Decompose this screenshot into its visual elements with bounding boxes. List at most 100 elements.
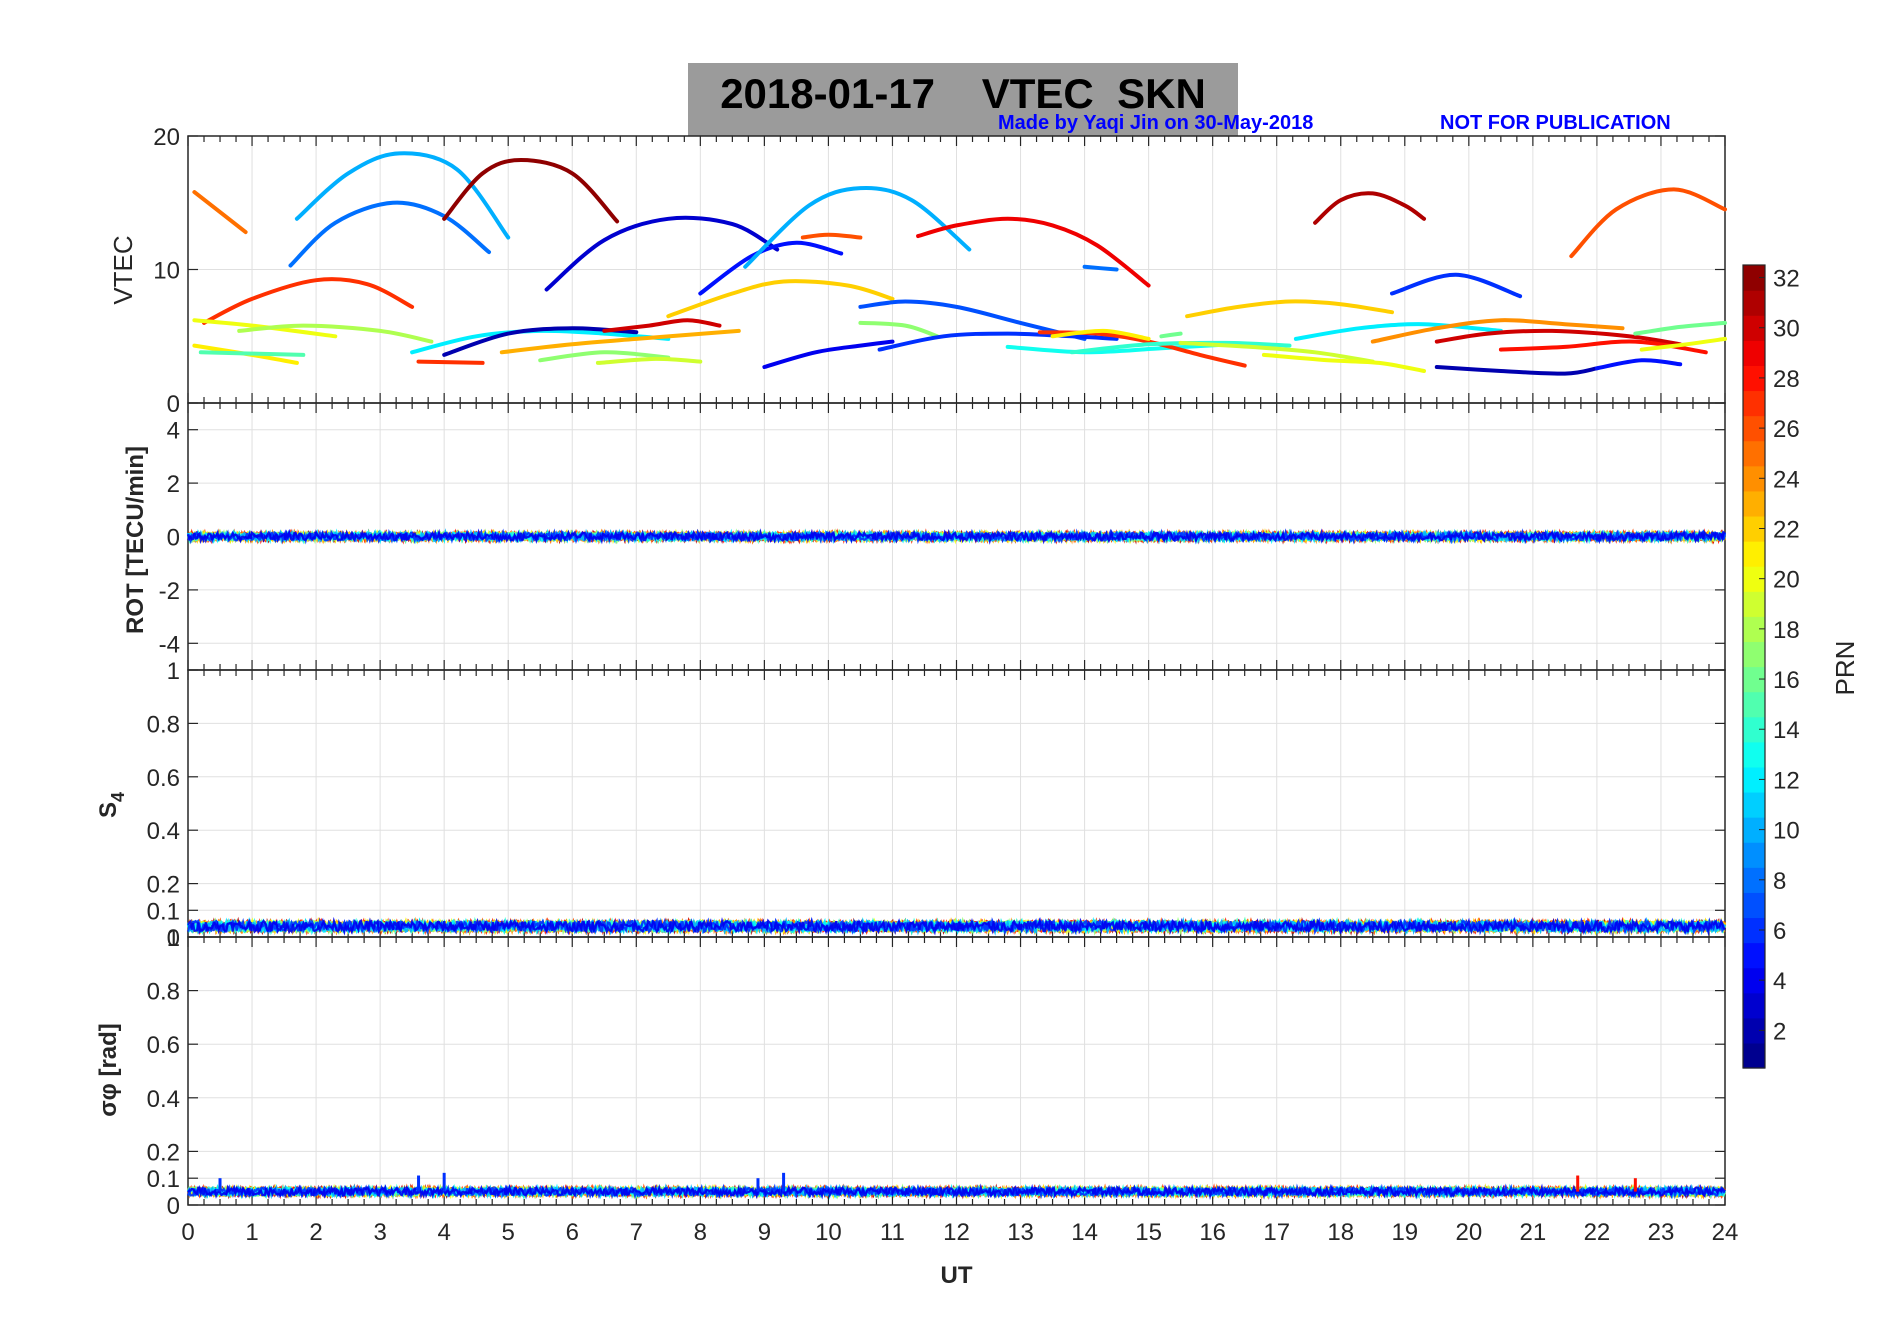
colorbar-swatch-prn-14 bbox=[1743, 716, 1765, 743]
notice-text: NOT FOR PUBLICATION bbox=[1440, 112, 1671, 134]
colorbar-swatch-prn-25 bbox=[1743, 440, 1765, 467]
colorbar-swatch-prn-6 bbox=[1743, 917, 1765, 944]
colorbar-tick-label: 18 bbox=[1773, 617, 1800, 644]
vtec-arc-prn-27 bbox=[202, 277, 415, 325]
s4-panel: 00.10.2 0.4 0.6 0.8 1 S4 bbox=[95, 658, 1727, 952]
s4-ytick-label: 0.8 bbox=[147, 711, 180, 738]
vtec-arc-prn-17 bbox=[538, 350, 671, 363]
vtec-arc-prn-6 bbox=[1390, 272, 1523, 299]
vtec-arc-prn-3 bbox=[544, 215, 780, 292]
colorbar-swatch-prn-17 bbox=[1743, 641, 1765, 668]
colorbar-swatch-prn-10 bbox=[1743, 817, 1765, 843]
vtec-arc-prn-16 bbox=[1159, 331, 1183, 339]
vtec-ytick-label: 10 bbox=[153, 258, 180, 285]
vtec-arc-prn-25 bbox=[192, 190, 248, 235]
vtec-arc-prn-10 bbox=[743, 185, 972, 269]
sigma_phi-ytick-label: 0.4 bbox=[147, 1086, 180, 1113]
vtec-arc-prn-22 bbox=[666, 279, 895, 319]
xtick-label: 2 bbox=[309, 1219, 322, 1246]
xtick-label: 15 bbox=[1135, 1219, 1162, 1246]
xtick-label: 14 bbox=[1071, 1219, 1098, 1246]
vtec-arc-prn-16 bbox=[1633, 320, 1727, 336]
vtec-arc-prn-23 bbox=[499, 328, 741, 355]
colorbar-swatch-prn-2 bbox=[1743, 1017, 1765, 1044]
colorbar-swatch-prn-18 bbox=[1743, 616, 1765, 642]
colorbar-swatch-prn-30 bbox=[1743, 315, 1765, 341]
vtec-arc-prn-7 bbox=[858, 299, 1087, 341]
colorbar-swatch-prn-15 bbox=[1743, 691, 1765, 718]
xtick-label: 12 bbox=[943, 1219, 970, 1246]
xtick-label: 18 bbox=[1327, 1219, 1354, 1246]
rot-trace-prn-4 bbox=[186, 528, 1726, 545]
vtec-arc-prn-8 bbox=[1082, 264, 1119, 272]
vtec-arc-prn-2 bbox=[1434, 365, 1599, 376]
vtec-arc-prn-19 bbox=[1178, 340, 1375, 364]
xtick-label: 17 bbox=[1263, 1219, 1290, 1246]
colorbar-swatch-prn-24 bbox=[1743, 465, 1765, 492]
vtec-arc-prn-12 bbox=[1293, 322, 1503, 341]
colorbar-tick-label: 12 bbox=[1773, 767, 1800, 794]
colorbar-tick-label: 2 bbox=[1773, 1018, 1786, 1045]
colorbar-swatch-prn-5 bbox=[1743, 942, 1765, 969]
vtec-arc-prn-27 bbox=[416, 359, 485, 365]
rot-ytick-label: -4 bbox=[159, 631, 180, 658]
title-quantity: VTEC bbox=[981, 70, 1094, 117]
vtec-ytick-label: 20 bbox=[153, 124, 180, 151]
colorbar-tick-label: 6 bbox=[1773, 918, 1786, 945]
vtec-arc-prn-4 bbox=[762, 339, 895, 369]
vtec-arc-prn-20 bbox=[192, 318, 338, 339]
sigma_phi-ytick-label: 0 bbox=[167, 1193, 180, 1220]
xtick-label: 0 bbox=[181, 1219, 194, 1246]
colorbar-swatch-prn-21 bbox=[1743, 541, 1765, 567]
xtick-label: 6 bbox=[566, 1219, 579, 1246]
colorbar-tick-label: 4 bbox=[1773, 968, 1786, 995]
s4-ytick-label: 1 bbox=[167, 658, 180, 685]
xtick-label: 22 bbox=[1584, 1219, 1611, 1246]
xtick-label: 23 bbox=[1648, 1219, 1675, 1246]
rot-ylabel: ROT [TECU/min] bbox=[122, 446, 149, 634]
vtec-arc-prn-19 bbox=[595, 356, 703, 365]
s4-ytick-label: 0 bbox=[167, 925, 180, 952]
vtec-ylabel: VTEC bbox=[108, 235, 138, 304]
sigma_phi-ytick-label: 0.2 bbox=[147, 1139, 180, 1166]
xtick-label: 10 bbox=[815, 1219, 842, 1246]
colorbar-swatch-prn-22 bbox=[1743, 515, 1765, 542]
title-station: SKN bbox=[1117, 70, 1206, 117]
xtick-label: 16 bbox=[1199, 1219, 1226, 1246]
vtec-panel: 0 10 20 VTEC bbox=[108, 124, 1727, 418]
colorbar-swatch-prn-26 bbox=[1743, 415, 1765, 442]
rot-ytick-label: -2 bbox=[159, 578, 180, 605]
colorbar-swatch-prn-9 bbox=[1743, 842, 1765, 868]
vtec-arc-prn-26 bbox=[800, 232, 863, 240]
colorbar-tick-label: 24 bbox=[1773, 466, 1800, 493]
colorbar-tick-label: 14 bbox=[1773, 717, 1800, 744]
rot-panel: -4 -2 0 2 4 ROT [TECU/min] bbox=[122, 402, 1727, 671]
xtick-label: 5 bbox=[502, 1219, 515, 1246]
colorbar-swatch-prn-4 bbox=[1743, 967, 1765, 994]
colorbar-swatch-prn-28 bbox=[1743, 365, 1765, 392]
xtick-label: 19 bbox=[1391, 1219, 1418, 1246]
colorbar-swatch-prn-29 bbox=[1743, 340, 1765, 366]
xtick-label: 1 bbox=[245, 1219, 258, 1246]
vtec-arc-prn-21 bbox=[1050, 328, 1151, 341]
vtec-arc-prn-20 bbox=[1639, 336, 1727, 352]
xtick-label: 9 bbox=[758, 1219, 771, 1246]
sigma_phi-axes-frame bbox=[187, 936, 1726, 1206]
sigma-phi-ylabel: σφ [rad] bbox=[95, 1023, 122, 1117]
vtec-arc-prn-30 bbox=[1434, 328, 1683, 347]
colorbar-swatch-prn-8 bbox=[1743, 867, 1765, 893]
s4-ylabel-base: S bbox=[95, 802, 122, 818]
sigma_phi-ytick-label: 1 bbox=[167, 925, 180, 952]
xtick-label: 13 bbox=[1007, 1219, 1034, 1246]
colorbar-tick-label: 32 bbox=[1773, 266, 1800, 293]
s4-ylabel: S4 bbox=[95, 792, 128, 818]
xtick-label: 21 bbox=[1520, 1219, 1547, 1246]
colorbar-swatch-prn-27 bbox=[1743, 390, 1765, 417]
xtick-label: 11 bbox=[880, 1219, 905, 1246]
s4-ytick-label: 0.1 bbox=[147, 898, 180, 925]
colorbar-tick-label: 20 bbox=[1773, 567, 1800, 594]
xtick-label: 8 bbox=[694, 1219, 707, 1246]
